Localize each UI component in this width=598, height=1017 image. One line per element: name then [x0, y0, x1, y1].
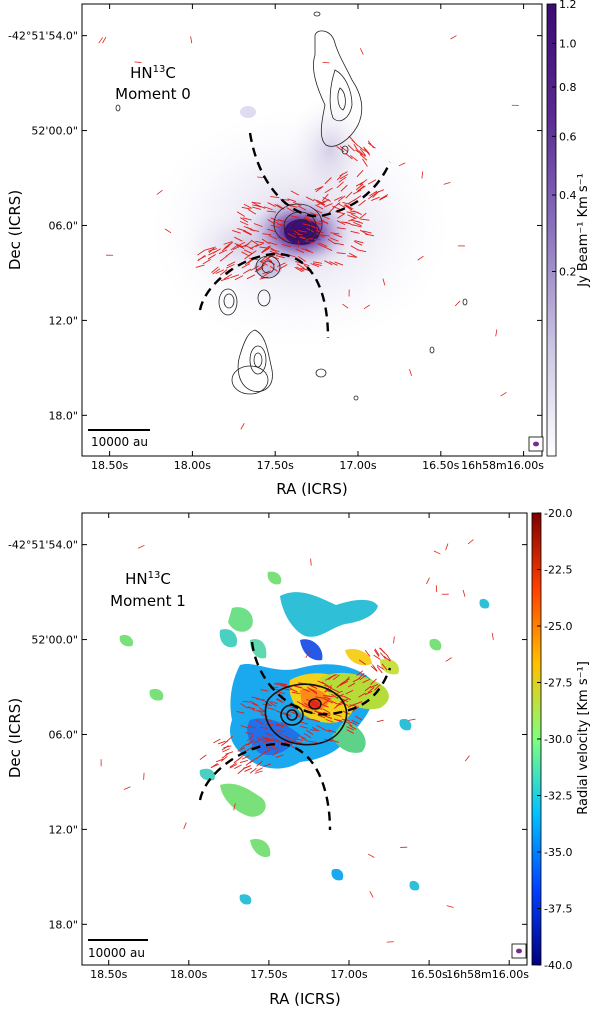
panel-subtitle: Moment 1: [110, 592, 186, 610]
beam-ellipse: [529, 437, 543, 451]
x-axis-label: RA (ICRS): [269, 990, 340, 1008]
colorbar-tick-label: 1.0: [559, 37, 577, 50]
x-tick-label: 16.50s: [410, 968, 447, 981]
y-tick-label: -42°51'54.0": [8, 539, 78, 552]
y-tick-label: 52'00.0": [31, 634, 78, 647]
x-tick-label: 18.00s: [170, 968, 207, 981]
colorbar-tick-label: 0.4: [559, 189, 577, 202]
colorbar-tick-label: -22.5: [544, 564, 572, 577]
y-tick-label: 18.0": [48, 409, 78, 422]
colorbar-tick-label: 0.6: [559, 130, 577, 143]
colorbar-gradient: [547, 4, 556, 456]
y-tick-label: 52'00.0": [31, 125, 78, 138]
colorbar-tick-label: -27.5: [544, 677, 572, 690]
y-tick-label: 12.0": [48, 314, 78, 327]
x-tick-label: 17.00s: [339, 459, 376, 472]
x-axis-label: RA (ICRS): [276, 480, 347, 498]
y-tick-label: -42°51'54.0": [8, 30, 78, 43]
colorbar-tick-label: -25.0: [544, 620, 572, 633]
x-tick-label: 17.50s: [257, 459, 294, 472]
x-tick-label: 18.50s: [90, 968, 127, 981]
colorbar-label: Radial velocity [Km s⁻¹]: [576, 661, 591, 815]
y-tick-label: 06.0": [48, 219, 78, 232]
colorbar-tick-label: -30.0: [544, 733, 572, 746]
x-tick-label: 16h58m16.00s: [461, 459, 544, 472]
y-axis-label: Dec (ICRS): [6, 190, 24, 270]
beam-ellipse: [512, 944, 526, 958]
x-tick-label: 17.50s: [250, 968, 287, 981]
svg-text:10000 au: 10000 au: [91, 435, 148, 449]
colorbar-tick-label: 0.2: [559, 265, 577, 278]
colorbar: 1.2 1.0 0.8 0.6 0.4 0.2 Jy Beam⁻¹ Km s⁻¹: [547, 0, 591, 456]
y-axis-label: Dec (ICRS): [6, 698, 24, 778]
colorbar: -20.0 -22.5 -25.0 -27.5 -30.0 -32.5 -35.0 -37.5…: [532, 507, 591, 972]
y-tick-label: 06.0": [48, 728, 78, 741]
vector-segment: [323, 62, 330, 63]
y-tick-label: 12.0": [48, 823, 78, 836]
colorbar-tick-label: -35.0: [544, 846, 572, 859]
colorbar-tick-label: 0.8: [559, 81, 577, 94]
colorbar-tick-label: -40.0: [544, 959, 572, 972]
colorbar-tick-label: 1.2: [559, 0, 577, 11]
x-tick-label: 18.00s: [174, 459, 211, 472]
x-tick-label: 17.00s: [330, 968, 367, 981]
colorbar-tick-label: -37.5: [544, 903, 572, 916]
panel-moment1: 18.50s 18.00s 17.50s 17.00s 16.50s16h58m16.0…: [6, 507, 591, 1008]
x-tick-label: 16h58m16.00s: [446, 968, 529, 981]
x-tick-label: 18.50s: [91, 459, 128, 472]
panel-subtitle: Moment 0: [115, 85, 191, 103]
colorbar-label: Jy Beam⁻¹ Km s⁻¹: [576, 173, 591, 288]
svg-text:10000 au: 10000 au: [88, 946, 145, 960]
colorbar-tick-label: -32.5: [544, 790, 572, 803]
y-tick-label: 18.0": [48, 918, 78, 931]
x-tick-label: 16.50s: [422, 459, 459, 472]
colorbar-tick-label: -20.0: [544, 507, 572, 520]
